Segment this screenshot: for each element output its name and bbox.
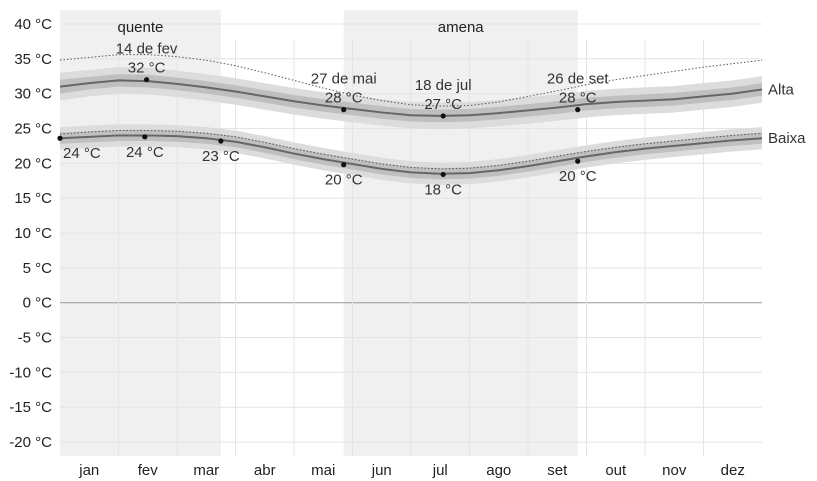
annotation-temp: 32 °C <box>128 60 166 77</box>
y-tick-label: -10 °C <box>9 364 52 381</box>
x-tick-label-nov: nov <box>662 462 687 479</box>
annotation-point <box>575 158 581 164</box>
y-tick-label: 20 °C <box>14 155 52 172</box>
y-tick-label: 15 °C <box>14 190 52 207</box>
temperature-lines <box>59 54 763 175</box>
x-tick-label-jun: jun <box>371 462 392 479</box>
series-line-baixa <box>59 134 763 175</box>
band-inner-alta <box>60 74 762 123</box>
annotation-temp: 20 °C <box>325 172 363 189</box>
annotation-temp: 24 °C <box>126 144 164 161</box>
y-tick-label: 0 °C <box>23 295 53 312</box>
annotation-point <box>143 77 150 83</box>
y-tick-label: -15 °C <box>9 399 52 416</box>
y-tick-label: 10 °C <box>14 225 52 242</box>
annotation-point <box>341 162 347 168</box>
annotation-point <box>142 134 148 140</box>
dotted-line-baixa <box>59 130 763 170</box>
band-outer-alta <box>60 67 762 130</box>
y-tick-label: 40 °C <box>14 16 52 33</box>
annotation-temp: 28 °C <box>559 90 597 107</box>
y-tick-label: 25 °C <box>14 120 52 137</box>
annotation-date: 18 de jul <box>415 77 472 94</box>
annotation-point <box>440 171 446 178</box>
annotation-temp: 23 °C <box>202 148 240 165</box>
annotation-date: 14 de fev <box>116 41 178 58</box>
y-tick-label: 30 °C <box>14 86 52 103</box>
annotation-date: 27 de mai <box>311 71 377 88</box>
x-tick-label-mai: mai <box>311 462 335 479</box>
x-tick-label-abr: abr <box>254 462 276 479</box>
annotation-point <box>57 135 63 141</box>
annotation-point <box>218 138 224 144</box>
y-tick-label: 35 °C <box>14 51 52 68</box>
series-label-baixa: Baixa <box>768 130 806 147</box>
annotation-temp: 20 °C <box>559 168 597 185</box>
annotation-point <box>341 107 347 113</box>
season-label-amena: amena <box>438 19 485 36</box>
x-tick-label-dez: dez <box>721 462 745 479</box>
x-tick-label-ago: ago <box>486 462 511 479</box>
y-tick-label: 5 °C <box>23 260 53 277</box>
x-tick-label-jan: jan <box>78 462 99 479</box>
x-tick-label-set: set <box>547 462 568 479</box>
annotation-point <box>440 113 446 119</box>
grid-lines <box>60 23 762 456</box>
x-tick-label-out: out <box>605 462 627 479</box>
annotation-temp: 18 °C <box>424 181 462 198</box>
y-tick-label: -20 °C <box>9 434 52 451</box>
chart-labels: quente amena 40 °C 35 °C 30 °C 25 °C 20 °C 15 °… <box>9 16 806 479</box>
annotation-temp: 27 °C <box>424 96 462 113</box>
series-label-alta: Alta <box>768 81 795 98</box>
series-line-alta <box>59 79 763 117</box>
season-label-quente: quente <box>117 19 163 36</box>
annotation-points <box>57 77 581 178</box>
x-tick-label-fev: fev <box>138 462 159 479</box>
annotation-temp: 28 °C <box>325 90 363 107</box>
annotation-date: 26 de set <box>547 71 610 88</box>
x-tick-label-jul: jul <box>432 462 448 479</box>
annotation-point <box>575 107 581 113</box>
x-tick-label-mar: mar <box>193 462 219 479</box>
y-tick-label: -5 °C <box>18 330 53 347</box>
annotation-temp: 24 °C <box>63 145 101 162</box>
